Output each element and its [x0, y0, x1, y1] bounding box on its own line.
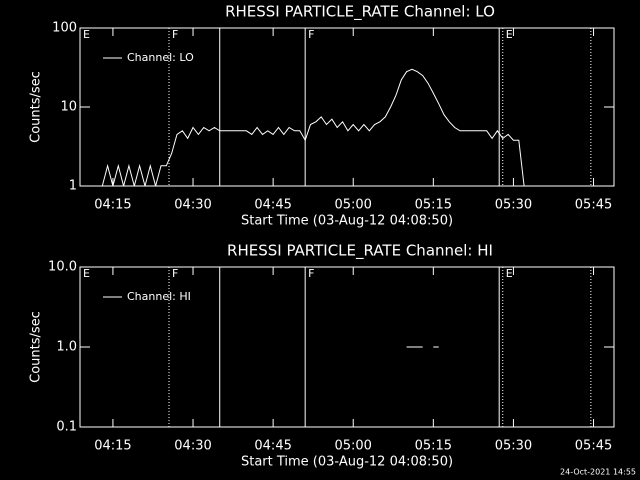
x-tick-label: 04:30: [174, 198, 211, 213]
marker-label: E: [83, 267, 90, 280]
y-axis-label: Counts/sec: [29, 71, 44, 143]
y-axis-label: Counts/sec: [29, 311, 44, 383]
marker-label: E: [506, 267, 513, 280]
x-tick-label: 04:45: [254, 198, 291, 213]
y-tick-label: 0.1: [56, 420, 77, 435]
x-tick-label: 05:15: [415, 198, 452, 213]
legend-label: Channel: LO: [127, 51, 194, 64]
marker-label: E: [506, 28, 513, 41]
x-tick-label: 04:15: [94, 439, 131, 454]
x-tick-label: 05:30: [495, 439, 532, 454]
x-tick-label: 05:45: [575, 439, 612, 454]
x-tick-label: 05:30: [495, 198, 532, 213]
x-tick-label: 04:15: [94, 198, 131, 213]
x-axis-label: Start Time (03-Aug-12 04:08:50): [241, 214, 453, 229]
footer: 24-Oct-2021 14:55: [560, 468, 636, 477]
y-tick-label: 100: [52, 21, 77, 36]
x-tick-label: 04:30: [174, 439, 211, 454]
data-line: [101, 68, 525, 186]
x-tick-label: 04:45: [254, 439, 291, 454]
x-tick-label: 05:00: [334, 439, 371, 454]
marker-label: F: [172, 267, 178, 280]
marker-label: F: [308, 267, 314, 280]
y-tick-label: 1: [69, 179, 77, 194]
legend-label: Channel: HI: [127, 290, 191, 303]
x-axis-label: Start Time (03-Aug-12 04:08:50): [241, 455, 453, 470]
marker-label: F: [308, 28, 314, 41]
marker-label: E: [83, 28, 90, 41]
y-tick-label: 10: [60, 100, 77, 115]
x-tick-label: 05:00: [334, 198, 371, 213]
chart-title: RHESSI PARTICLE_RATE Channel: LO: [225, 3, 495, 22]
y-tick-label: 10.0: [48, 260, 77, 275]
chart-title: RHESSI PARTICLE_RATE Channel: HI: [227, 242, 493, 261]
x-tick-label: 05:15: [415, 439, 452, 454]
x-tick-label: 05:45: [575, 198, 612, 213]
y-tick-label: 1.0: [56, 340, 77, 355]
marker-label: F: [172, 28, 178, 41]
